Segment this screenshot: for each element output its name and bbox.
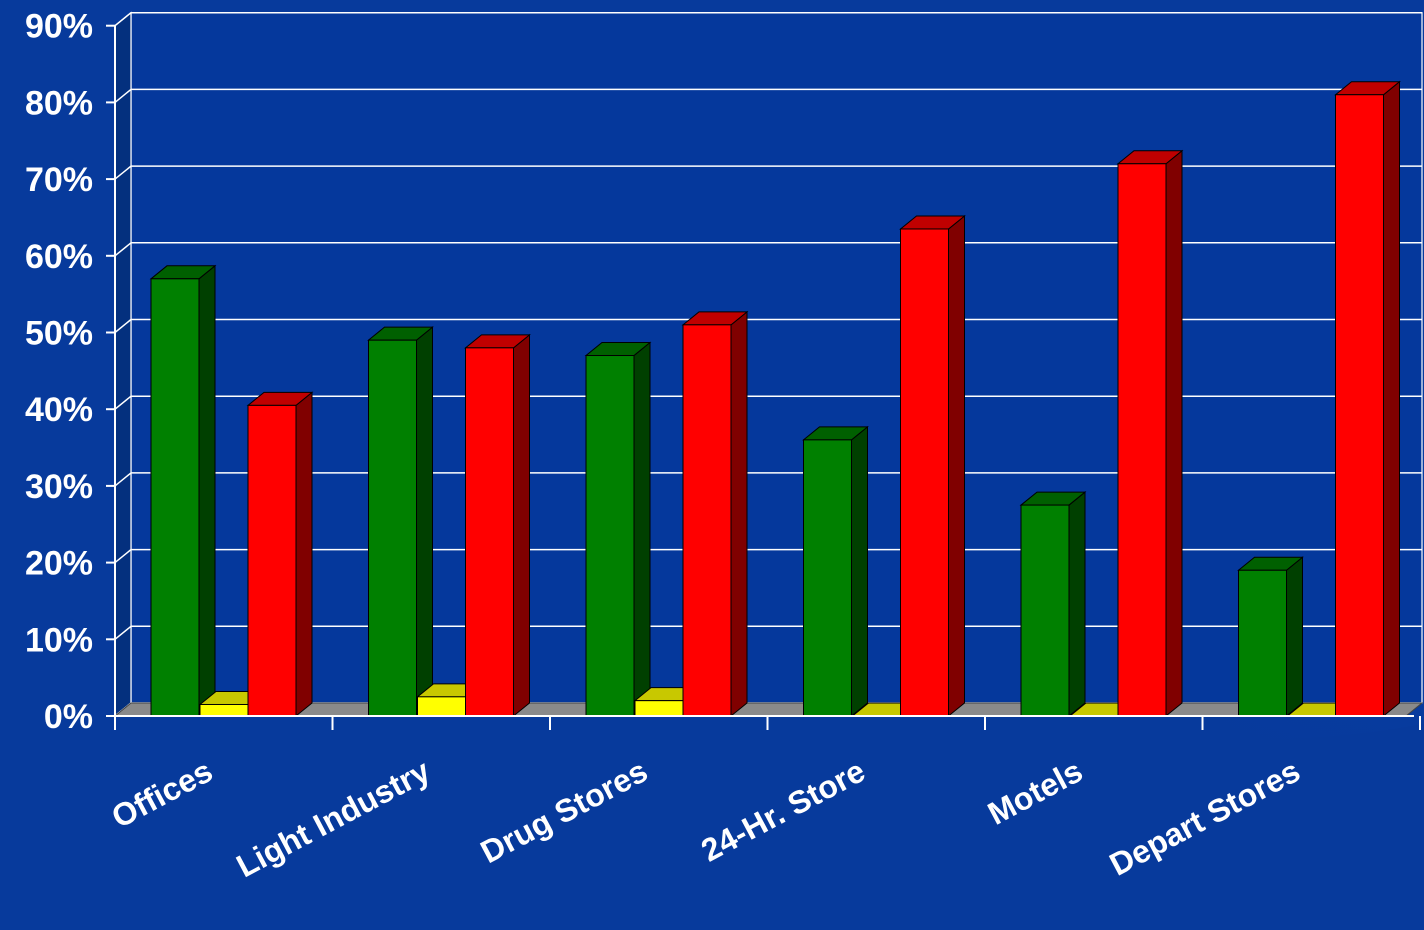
bar-2-5: [1334, 80, 1401, 718]
bar-2-1: [464, 333, 531, 718]
bar-side-0-0: [198, 264, 216, 718]
bar-side-0-4: [1068, 491, 1086, 718]
bar-side-2-1: [513, 333, 530, 718]
gridline-side-8: [114, 88, 132, 103]
gridline-side-7: [114, 165, 132, 180]
y-tick-label-9: 90%: [25, 8, 93, 46]
gridline-side-9: [114, 12, 132, 27]
bar-0-0: [149, 264, 217, 718]
bar-front-1-0: [199, 703, 249, 717]
plot-floor: [113, 702, 1424, 717]
bar-front-2-5: [1335, 94, 1384, 717]
plot-area: [113, 11, 1424, 718]
bar-front-2-1: [465, 347, 514, 717]
bar-2-0: [246, 391, 314, 718]
bar-2-3: [899, 214, 966, 718]
bar-side-2-2: [730, 310, 748, 718]
gridline-side-5: [114, 318, 132, 334]
bar-0-2: [584, 341, 652, 718]
bar-2-2: [681, 310, 749, 718]
gridline-side-1: [114, 625, 132, 640]
y-tick-label-2: 20%: [25, 545, 93, 583]
gridline-side-6: [114, 242, 132, 257]
bars-group: [149, 80, 1401, 718]
bar-side-2-5: [1383, 80, 1400, 718]
y-tick-label-8: 80%: [25, 84, 93, 122]
y-tick-label-0: 0%: [44, 698, 93, 736]
bar-front-0-1: [368, 339, 417, 717]
bar-front-1-1: [417, 696, 466, 717]
gridline-side-3: [114, 472, 132, 487]
bar-2-4: [1116, 149, 1184, 718]
bar-0-1: [367, 326, 434, 718]
y-tick-label-5: 50%: [25, 315, 93, 353]
gridline-side-4: [114, 395, 132, 410]
bar-front-0-5: [1238, 569, 1287, 717]
bar-front-0-4: [1020, 504, 1070, 717]
bar-side-2-3: [948, 214, 965, 718]
bar-side-2-4: [1165, 149, 1183, 718]
bar-front-2-3: [900, 228, 949, 717]
y-tick-label-4: 40%: [25, 391, 93, 429]
plot-left-wall: [114, 11, 132, 718]
bar-front-1-2: [634, 700, 684, 717]
plot-back-wall: [130, 12, 1423, 704]
bar-side-0-2: [633, 341, 651, 718]
bar-front-0-3: [803, 439, 852, 717]
y-tick-label-7: 70%: [25, 161, 93, 199]
bar-side-0-1: [416, 326, 433, 718]
bar-0-3: [802, 425, 869, 718]
y-tick-label-3: 30%: [25, 468, 93, 506]
y-tick-label-1: 10%: [25, 621, 93, 659]
bar-front-2-2: [682, 324, 732, 717]
bar-front-0-0: [150, 278, 200, 717]
bar-0-5: [1237, 556, 1304, 718]
y-tick-label-6: 60%: [25, 238, 93, 276]
bar-side-2-0: [295, 391, 313, 718]
bar-front-2-4: [1117, 163, 1167, 717]
bar-front-2-0: [247, 404, 297, 717]
bar-front-0-2: [585, 355, 635, 717]
bar-side-0-3: [851, 425, 868, 718]
gridline-side-2: [114, 549, 132, 564]
bar-0-4: [1019, 491, 1087, 718]
bar-side-0-5: [1286, 556, 1303, 718]
